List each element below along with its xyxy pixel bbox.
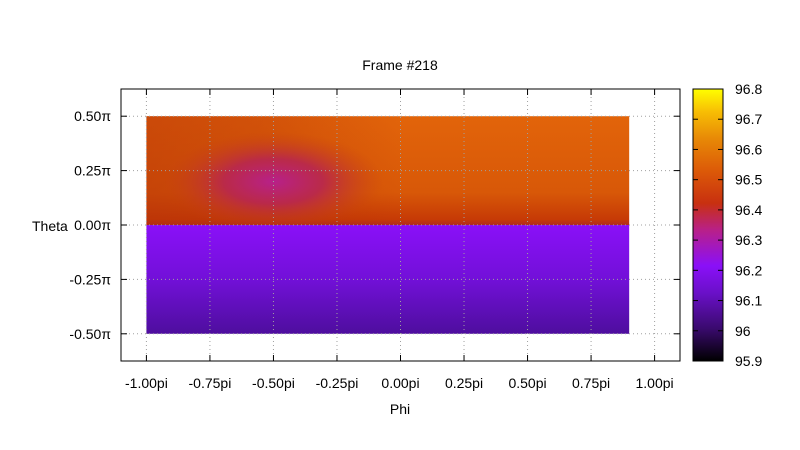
colorbar-tick-label: 96.2 bbox=[735, 262, 762, 278]
colorbar-tick-label: 96.4 bbox=[735, 202, 762, 218]
colorbar-tick-label: 96 bbox=[735, 323, 751, 339]
colorbar-tick-label: 96.8 bbox=[735, 81, 762, 97]
x-tick-label: 0.25pi bbox=[445, 375, 483, 391]
x-tick-label: -1.00pi bbox=[125, 375, 168, 391]
colorbar-tick-label: 96.5 bbox=[735, 172, 762, 188]
x-tick-label: -0.25pi bbox=[316, 375, 359, 391]
y-tick-label: 0.50π bbox=[74, 108, 111, 124]
y-tick-label: 0.25π bbox=[74, 163, 111, 179]
colorbar-tick-label: 96.3 bbox=[735, 232, 762, 248]
x-tick-label: 0.75pi bbox=[572, 375, 610, 391]
colorbar-tick-label: 96.1 bbox=[735, 293, 762, 309]
x-tick-label: 0.50pi bbox=[508, 375, 546, 391]
x-tick-label: 0.00pi bbox=[381, 375, 419, 391]
x-tick-label: -0.50pi bbox=[252, 375, 295, 391]
x-tick-label: 1.00pi bbox=[636, 375, 674, 391]
y-tick-label: 0.00π bbox=[74, 217, 111, 233]
chart-title: Frame #218 bbox=[362, 57, 438, 73]
x-tick-label: -0.75pi bbox=[189, 375, 232, 391]
colorbar-tick-label: 96.6 bbox=[735, 141, 762, 157]
y-tick-label: -0.50π bbox=[69, 326, 111, 342]
colorbar-tick-label: 95.9 bbox=[735, 353, 762, 369]
y-axis-label: Theta bbox=[32, 218, 68, 234]
heat-region-lower bbox=[146, 225, 630, 334]
grid-lines bbox=[121, 89, 680, 361]
y-tick-label: -0.25π bbox=[69, 271, 111, 287]
x-axis-ticks: -1.00pi -0.75pi -0.50pi -0.25pi 0.00pi 0.25pi… bbox=[125, 89, 674, 391]
x-axis-label: Phi bbox=[390, 401, 410, 417]
colorbar-ticks: 96.8 96.7 96.6 96.5 96.4 96.3 96.2 96.1 96 95.9 bbox=[693, 81, 762, 369]
colorbar bbox=[692, 88, 724, 362]
y-axis-ticks: 0.50π 0.25π 0.00π -0.25π -0.50π bbox=[69, 108, 680, 342]
heatmap-area bbox=[146, 116, 630, 334]
colorbar-tick-label: 96.7 bbox=[735, 111, 762, 127]
